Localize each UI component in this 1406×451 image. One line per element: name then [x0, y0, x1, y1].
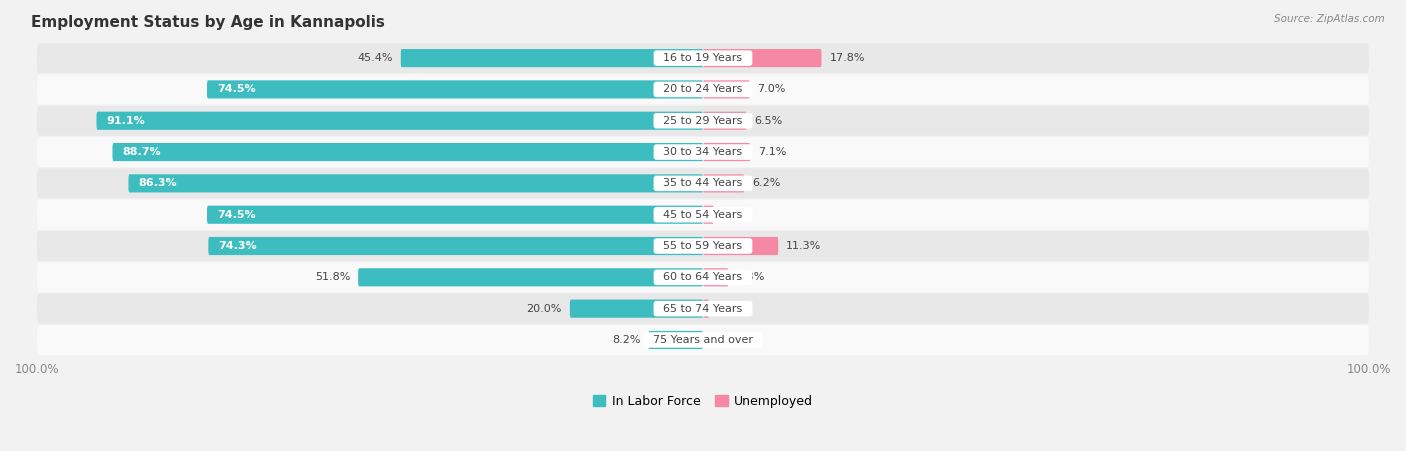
FancyBboxPatch shape — [208, 237, 703, 255]
FancyBboxPatch shape — [359, 268, 703, 286]
Legend: In Labor Force, Unemployed: In Labor Force, Unemployed — [593, 395, 813, 408]
Text: 0.9%: 0.9% — [717, 304, 745, 313]
FancyBboxPatch shape — [37, 74, 1369, 105]
Text: 60 to 64 Years: 60 to 64 Years — [657, 272, 749, 282]
FancyBboxPatch shape — [569, 299, 703, 318]
FancyBboxPatch shape — [37, 262, 1369, 292]
FancyBboxPatch shape — [703, 206, 714, 224]
Text: Source: ZipAtlas.com: Source: ZipAtlas.com — [1274, 14, 1385, 23]
Text: 74.3%: 74.3% — [218, 241, 257, 251]
Text: 8.2%: 8.2% — [612, 335, 640, 345]
FancyBboxPatch shape — [37, 294, 1369, 324]
Text: 45 to 54 Years: 45 to 54 Years — [657, 210, 749, 220]
Text: 20 to 24 Years: 20 to 24 Years — [657, 84, 749, 94]
Text: 7.0%: 7.0% — [758, 84, 786, 94]
Text: 30 to 34 Years: 30 to 34 Years — [657, 147, 749, 157]
Text: Employment Status by Age in Kannapolis: Employment Status by Age in Kannapolis — [31, 15, 384, 30]
Text: 51.8%: 51.8% — [315, 272, 350, 282]
FancyBboxPatch shape — [703, 143, 751, 161]
FancyBboxPatch shape — [703, 299, 709, 318]
FancyBboxPatch shape — [128, 174, 703, 193]
FancyBboxPatch shape — [97, 112, 703, 130]
Text: 6.2%: 6.2% — [752, 179, 780, 189]
Text: 45.4%: 45.4% — [357, 53, 392, 63]
FancyBboxPatch shape — [207, 206, 703, 224]
Text: 25 to 29 Years: 25 to 29 Years — [657, 116, 749, 126]
FancyBboxPatch shape — [37, 137, 1369, 167]
Text: 1.6%: 1.6% — [721, 210, 749, 220]
Text: 17.8%: 17.8% — [830, 53, 865, 63]
FancyBboxPatch shape — [37, 43, 1369, 73]
FancyBboxPatch shape — [703, 237, 779, 255]
FancyBboxPatch shape — [703, 112, 747, 130]
Text: 55 to 59 Years: 55 to 59 Years — [657, 241, 749, 251]
FancyBboxPatch shape — [703, 49, 821, 67]
Text: 65 to 74 Years: 65 to 74 Years — [657, 304, 749, 313]
Text: 91.1%: 91.1% — [107, 116, 145, 126]
FancyBboxPatch shape — [37, 325, 1369, 355]
Text: 6.5%: 6.5% — [754, 116, 783, 126]
Text: 0.0%: 0.0% — [711, 335, 740, 345]
Text: 75 Years and over: 75 Years and over — [645, 335, 761, 345]
FancyBboxPatch shape — [401, 49, 703, 67]
FancyBboxPatch shape — [648, 331, 703, 349]
Text: 16 to 19 Years: 16 to 19 Years — [657, 53, 749, 63]
Text: 86.3%: 86.3% — [138, 179, 177, 189]
FancyBboxPatch shape — [703, 80, 749, 98]
Text: 74.5%: 74.5% — [217, 210, 256, 220]
FancyBboxPatch shape — [703, 268, 728, 286]
FancyBboxPatch shape — [37, 106, 1369, 136]
Text: 20.0%: 20.0% — [526, 304, 562, 313]
FancyBboxPatch shape — [207, 80, 703, 98]
Text: 88.7%: 88.7% — [122, 147, 162, 157]
Text: 3.8%: 3.8% — [737, 272, 765, 282]
FancyBboxPatch shape — [112, 143, 703, 161]
Text: 74.5%: 74.5% — [217, 84, 256, 94]
FancyBboxPatch shape — [37, 168, 1369, 198]
FancyBboxPatch shape — [703, 174, 744, 193]
Text: 35 to 44 Years: 35 to 44 Years — [657, 179, 749, 189]
FancyBboxPatch shape — [37, 200, 1369, 230]
Text: 7.1%: 7.1% — [758, 147, 786, 157]
Text: 11.3%: 11.3% — [786, 241, 821, 251]
FancyBboxPatch shape — [37, 231, 1369, 261]
